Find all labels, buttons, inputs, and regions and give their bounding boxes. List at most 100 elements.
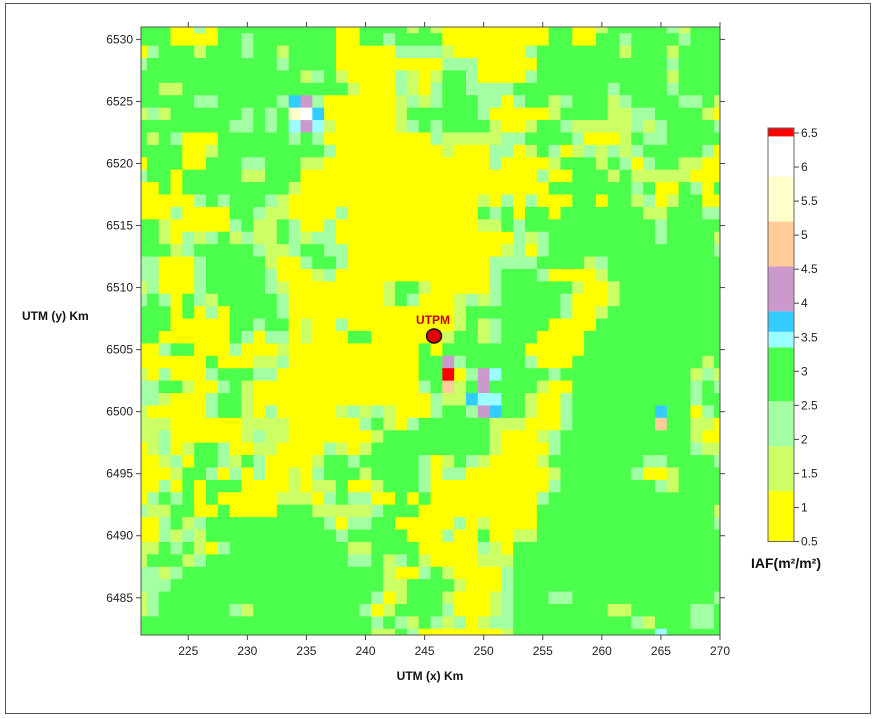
heatmap-cell (324, 219, 337, 233)
heatmap-cell (501, 219, 514, 233)
heatmap-cell (678, 132, 691, 146)
y-tick-label: 6500 (106, 405, 133, 419)
heatmap-cell (536, 107, 550, 121)
heatmap-cell (536, 281, 550, 295)
heatmap-cell (548, 120, 561, 133)
heatmap-cell (335, 144, 349, 158)
heatmap-cell (631, 442, 644, 456)
heatmap-cell (182, 579, 195, 592)
heatmap-cell (513, 27, 526, 34)
heatmap-cell (702, 95, 715, 109)
heatmap-cell (182, 293, 195, 307)
heatmap-cell (595, 144, 609, 158)
heatmap-cell (300, 157, 313, 171)
heatmap-cell (513, 107, 526, 121)
heatmap-cell (631, 504, 644, 518)
heatmap-cell (300, 306, 313, 319)
heatmap-cell (465, 393, 479, 406)
heatmap-cell (501, 82, 514, 96)
heatmap-cell (194, 554, 207, 568)
heatmap-cell (607, 331, 620, 344)
heatmap-cell (430, 27, 443, 34)
heatmap-cell (406, 82, 420, 96)
heatmap-cell (454, 107, 467, 121)
heatmap-cell (383, 405, 396, 419)
heatmap-cell (406, 393, 420, 406)
heatmap-cell (229, 405, 242, 419)
heatmap-cell (690, 45, 703, 59)
heatmap-cell (300, 479, 313, 493)
heatmap-cell (678, 529, 691, 543)
heatmap-cell (265, 380, 278, 394)
heatmap-cell (572, 268, 585, 282)
heatmap-cell (584, 306, 597, 319)
heatmap-cell (560, 343, 573, 357)
heatmap-cell (702, 144, 715, 158)
heatmap-cell (300, 603, 313, 617)
heatmap-cell (146, 603, 160, 617)
heatmap-cell (141, 182, 148, 195)
heatmap-cell (141, 318, 148, 332)
heatmap-cell (170, 479, 183, 493)
heatmap-cell (217, 306, 231, 319)
heatmap-cell (300, 244, 313, 257)
heatmap-cell (690, 244, 703, 257)
heatmap-cell (253, 603, 266, 617)
heatmap-cell (265, 182, 278, 195)
heatmap-cell (194, 467, 207, 481)
heatmap-cell (359, 95, 372, 109)
heatmap-cell (229, 45, 242, 59)
heatmap-cell (501, 603, 514, 617)
heatmap-cell (501, 554, 514, 568)
heatmap-cell (253, 256, 266, 270)
heatmap-cell (513, 405, 526, 419)
heatmap-cell (359, 268, 372, 282)
heatmap-cell (371, 393, 384, 406)
heatmap-cell (477, 554, 490, 568)
heatmap-cell (454, 368, 467, 382)
heatmap-cell (643, 268, 656, 282)
heatmap-cell (158, 380, 171, 394)
heatmap-cell (324, 95, 337, 109)
heatmap-cell (418, 603, 431, 617)
heatmap-cell (182, 479, 195, 493)
heatmap-cell (253, 194, 266, 208)
heatmap-cell (702, 70, 715, 84)
heatmap-cell (678, 343, 691, 357)
heatmap-cell (141, 82, 148, 96)
heatmap-cell (560, 331, 573, 344)
heatmap-cell (477, 479, 490, 493)
heatmap-cell (229, 82, 242, 96)
heatmap-cell (217, 355, 231, 369)
heatmap-cell (454, 566, 467, 580)
heatmap-cell (560, 58, 573, 71)
heatmap-cell (690, 194, 703, 208)
heatmap-cell (454, 219, 467, 233)
utpm-marker: UTPM (416, 313, 450, 344)
heatmap-cell (560, 157, 573, 171)
heatmap-cell (335, 182, 349, 195)
heatmap-cell (595, 58, 609, 71)
heatmap-cell (170, 58, 183, 71)
heatmap-cell (406, 306, 420, 319)
heatmap-cell (217, 268, 231, 282)
heatmap-cell (465, 144, 479, 158)
heatmap-cell (347, 206, 361, 220)
heatmap-cell (241, 343, 254, 357)
heatmap-cell (690, 492, 703, 506)
heatmap-cell (265, 442, 278, 456)
heatmap-cell (300, 132, 313, 146)
heatmap-cell (584, 616, 597, 630)
heatmap-cell (359, 479, 372, 493)
heatmap-cell (253, 182, 266, 195)
heatmap-cell (205, 517, 219, 530)
heatmap-cell (643, 244, 656, 257)
heatmap-cell (359, 579, 372, 592)
heatmap-cell (501, 628, 514, 635)
heatmap-cell (560, 281, 573, 295)
heatmap-cell (489, 120, 502, 133)
heatmap-cell (146, 70, 160, 84)
heatmap-cell (536, 318, 550, 332)
heatmap-cell (300, 256, 313, 270)
heatmap-cell (501, 120, 514, 133)
